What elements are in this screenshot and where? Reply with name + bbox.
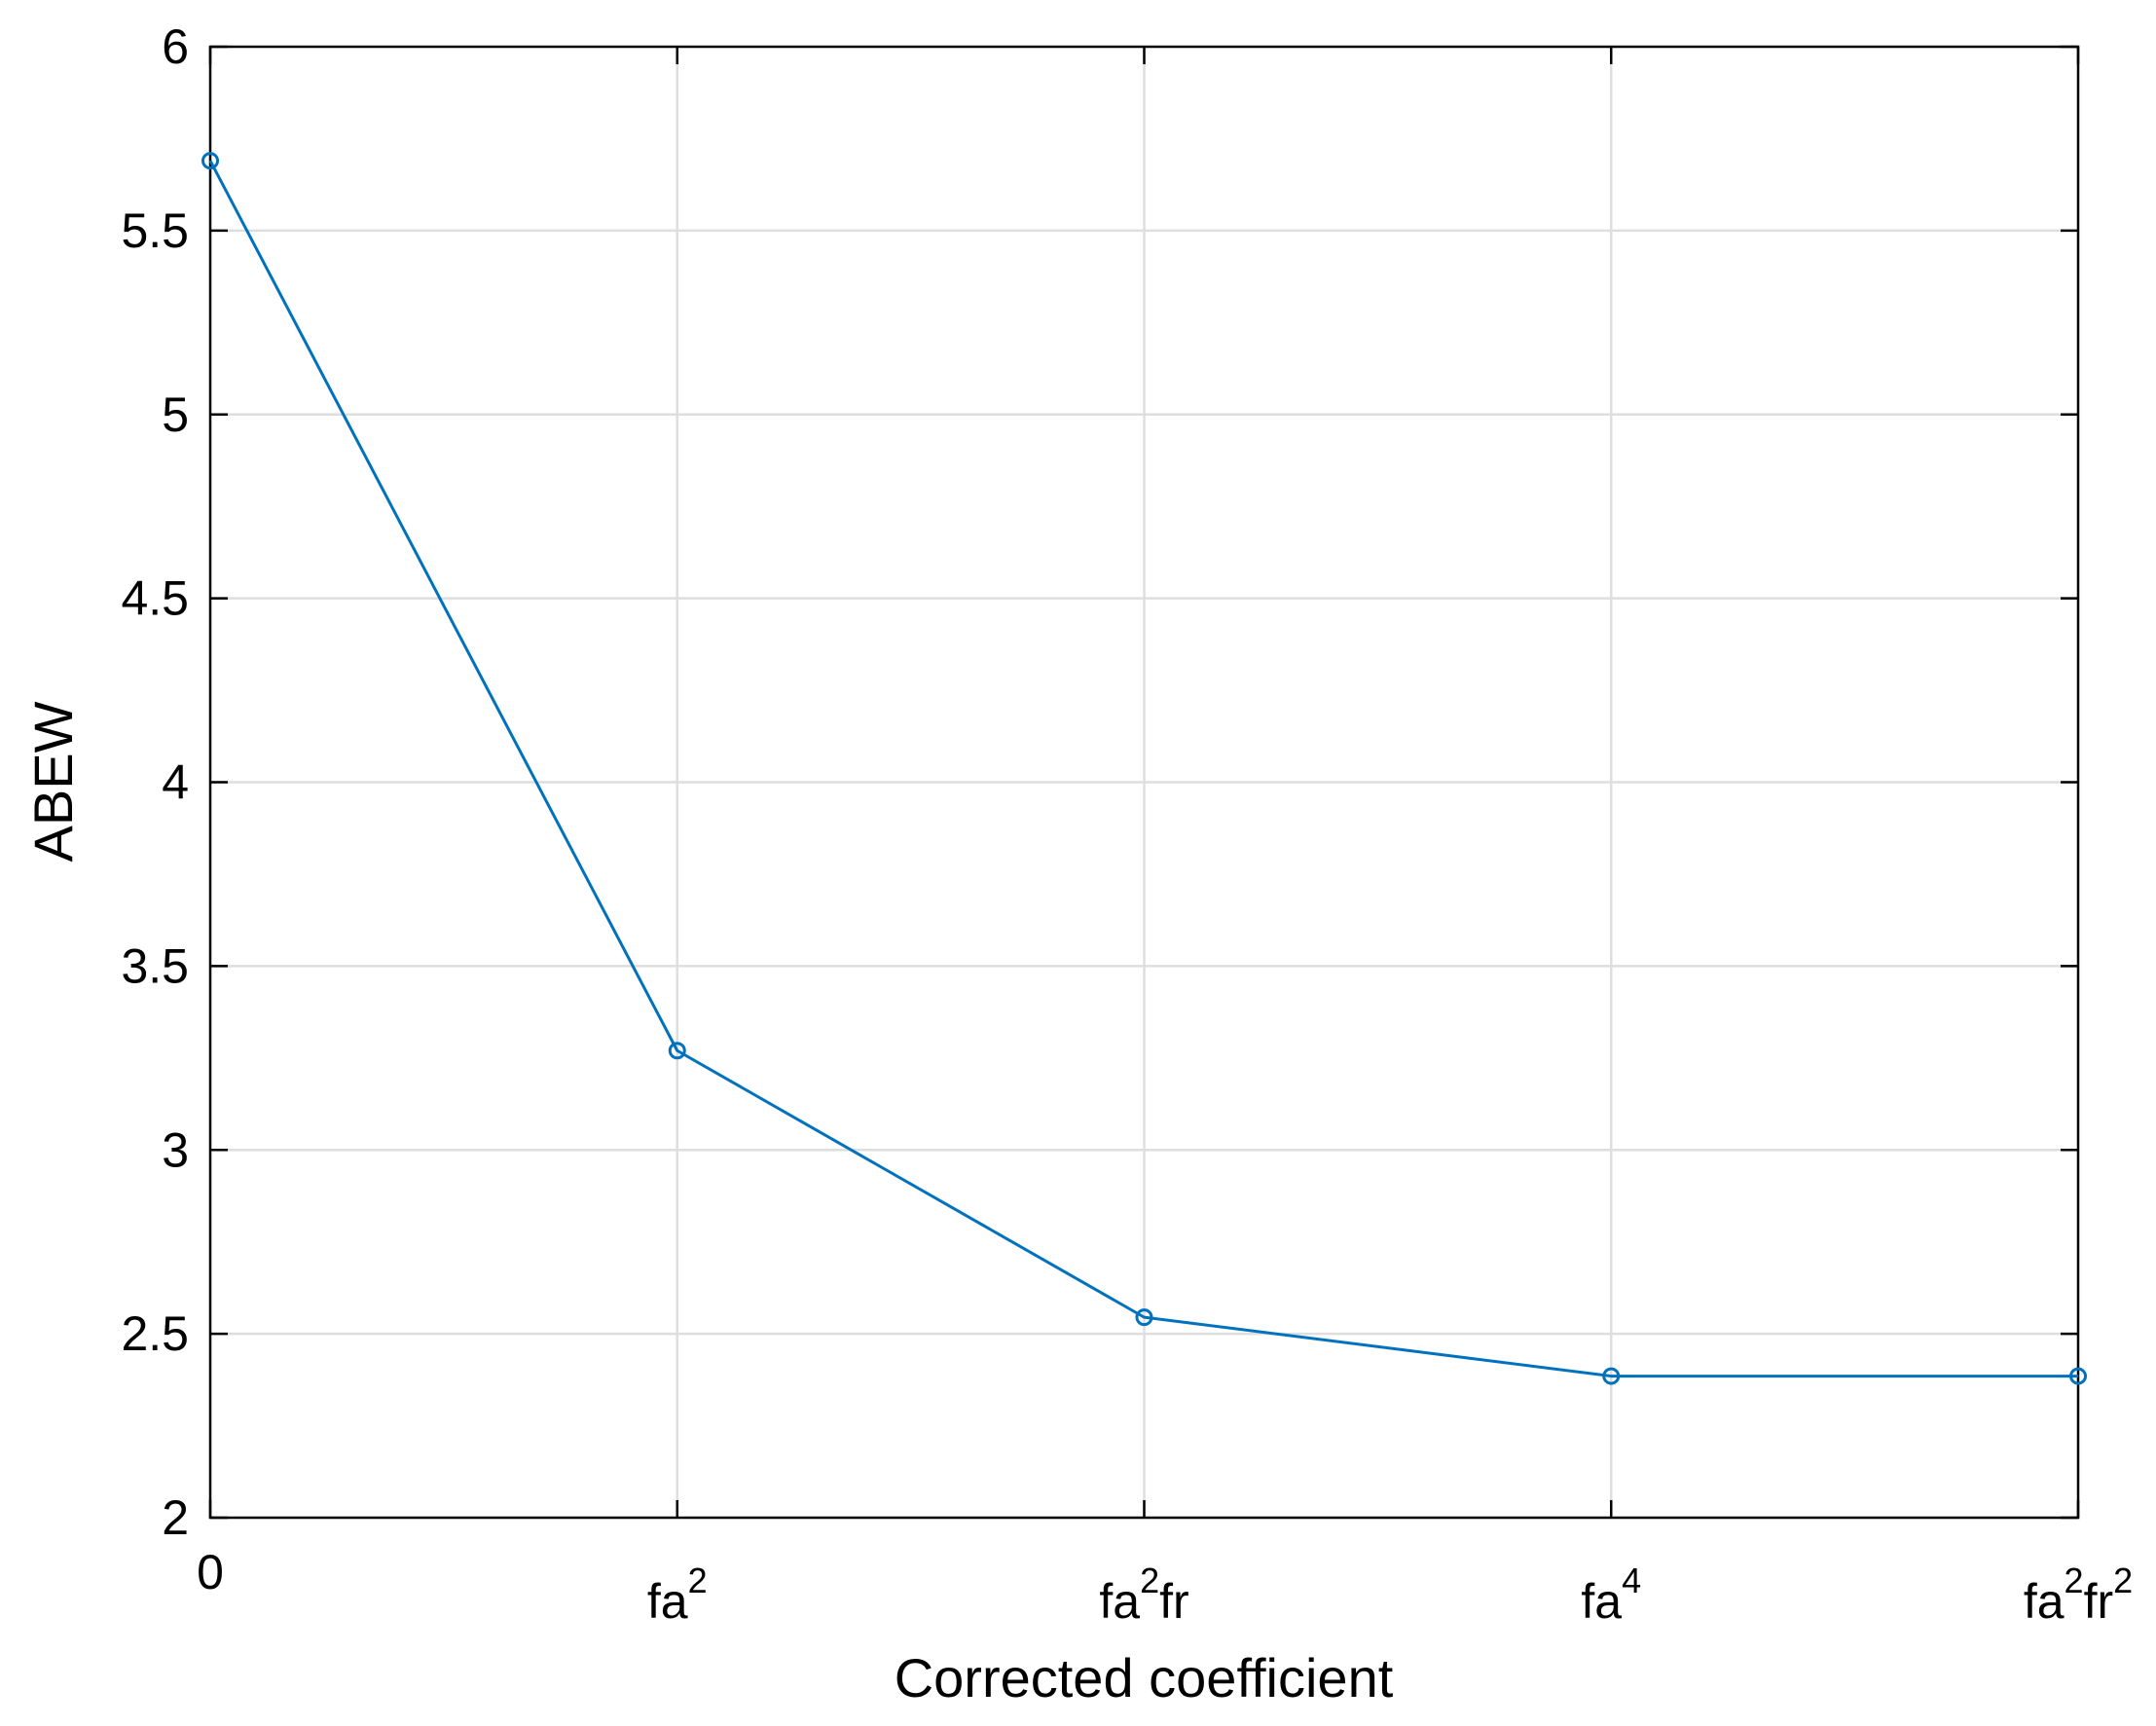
x-tick-label-text: fa — [1581, 1574, 1622, 1629]
x-tick-label-text: fa — [2024, 1574, 2065, 1629]
grid-lines — [210, 47, 2078, 1518]
y-axis-title: ABEW — [22, 701, 84, 862]
x-tick-label-text: fa — [647, 1574, 688, 1629]
x-tick-label-superscript: 2 — [2113, 1561, 2133, 1600]
y-tick-label: 5 — [162, 387, 189, 442]
data-point — [201, 152, 219, 170]
y-tick-label: 4 — [162, 755, 189, 810]
x-tick-label: fa2fr — [1099, 1561, 1188, 1629]
x-axis-title: Corrected coefficient — [895, 1647, 1394, 1708]
x-tick-label-text: 0 — [197, 1545, 224, 1599]
x-tick-label-superscript: 4 — [1622, 1561, 1641, 1600]
y-tick-label: 3 — [162, 1122, 189, 1177]
data-point — [1602, 1367, 1621, 1385]
x-tick-label: fa2fr2 — [2024, 1561, 2133, 1629]
data-point — [1135, 1308, 1153, 1327]
x-tick-label-superscript: 2 — [688, 1561, 708, 1600]
y-tick-label: 2 — [162, 1490, 189, 1545]
x-tick-label-text: fr — [2084, 1574, 2114, 1629]
series-layer — [201, 152, 2087, 1385]
x-tick-label: 0 — [197, 1545, 224, 1599]
data-point — [668, 1042, 686, 1060]
y-tick-label: 5.5 — [121, 203, 189, 258]
x-tick-label: fa2 — [647, 1561, 708, 1629]
y-tick-label: 2.5 — [121, 1306, 189, 1361]
y-tick-label: 4.5 — [121, 571, 189, 626]
x-tick-label: fa4 — [1581, 1561, 1641, 1629]
x-tick-label-text: fa — [1099, 1574, 1140, 1629]
plot-frame — [208, 45, 2080, 1520]
y-tick-labels: 2 2.5 3 3.5 4 4.5 5 5.5 6 — [121, 19, 189, 1545]
y-tick-label: 3.5 — [121, 938, 189, 993]
x-tick-label-superscript: 2 — [1140, 1561, 1159, 1600]
x-tick-label-superscript: 2 — [2065, 1561, 2084, 1600]
series-line — [208, 160, 2078, 1378]
x-tick-label-text: fr — [1159, 1574, 1189, 1629]
data-point — [2069, 1367, 2087, 1385]
y-tick-label: 6 — [162, 19, 189, 74]
